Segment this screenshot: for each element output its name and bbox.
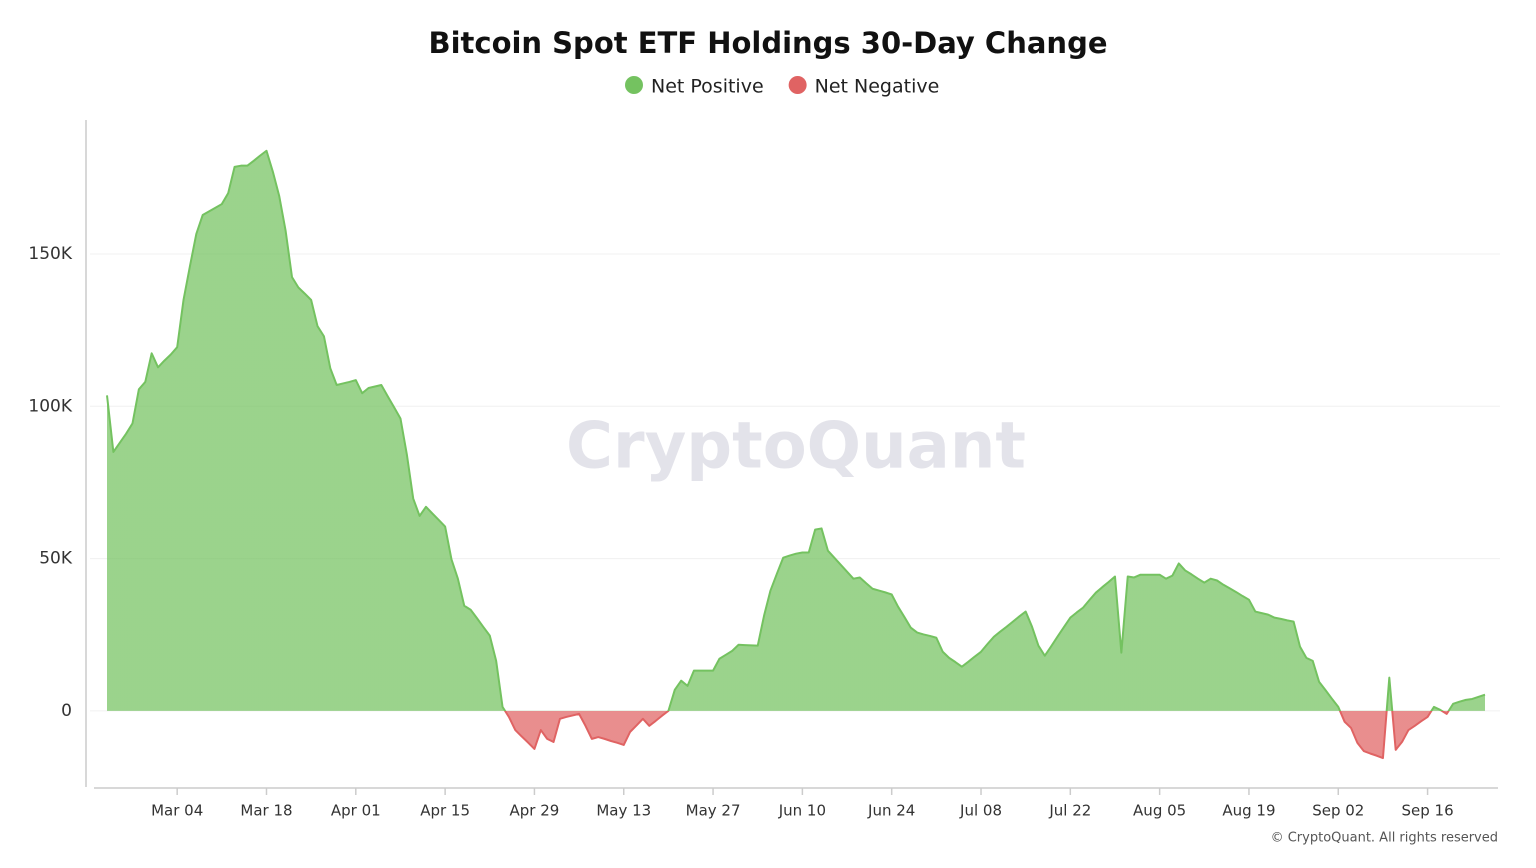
y-tick-label: 0 [61,701,72,721]
watermark: CryptoQuant [566,410,1026,484]
x-tick-label: Apr 15 [420,802,470,820]
x-tick-label: May 13 [596,802,651,820]
y-tick-label: 50K [39,549,73,569]
y-tick-label: 150K [28,244,72,264]
x-tick-label: Apr 01 [331,802,381,820]
x-tick-label: Sep 02 [1312,802,1364,820]
x-tick-label: Mar 18 [240,802,292,820]
x-tick-label: Aug 19 [1222,802,1275,820]
chart-title: Bitcoin Spot ETF Holdings 30-Day Change [428,26,1107,60]
legend-marker [625,76,643,94]
x-tick-label: Aug 05 [1133,802,1186,820]
x-tick-label: Mar 04 [151,802,203,820]
x-tick-label: Jul 08 [959,802,1002,820]
legend-marker [788,76,807,94]
x-tick-label: Jul 22 [1048,802,1091,820]
x-tick-label: Sep 16 [1402,802,1454,820]
y-tick-label: 100K [28,396,72,416]
legend-label: Net Negative [815,76,940,98]
area-line [106,149,1486,760]
credit: © CryptoQuant. All rights reserved [1271,831,1498,846]
x-tick-label: Jun 10 [778,802,826,820]
x-tick-label: Apr 29 [510,802,560,820]
x-tick-label: May 27 [686,802,741,820]
area-fill [107,150,1485,759]
x-tick-label: Jun 24 [867,802,915,820]
legend-label: Net Positive [651,76,764,98]
